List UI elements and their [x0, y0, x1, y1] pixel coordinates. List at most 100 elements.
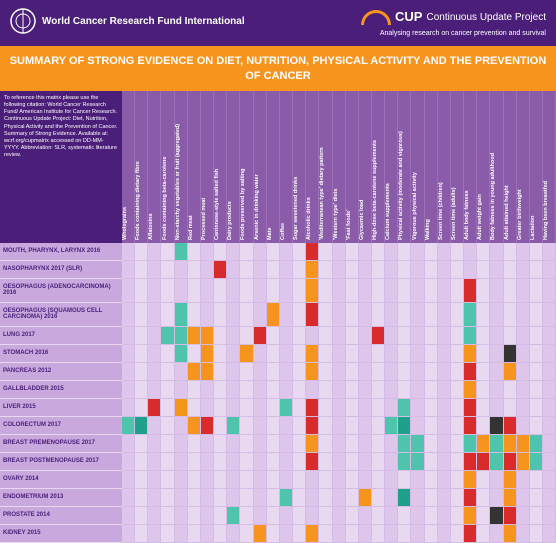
matrix-cell — [135, 327, 148, 344]
matrix-cell — [477, 327, 490, 344]
matrix-cell — [319, 243, 332, 260]
matrix-cell — [214, 435, 227, 452]
matrix-cell — [122, 381, 135, 398]
matrix-cell — [161, 453, 174, 470]
matrix-cell — [333, 345, 346, 362]
column-header-label: Walking — [425, 219, 431, 240]
matrix-cell — [254, 435, 267, 452]
matrix-cell — [451, 381, 464, 398]
matrix-cell — [254, 261, 267, 278]
matrix-cell — [504, 471, 517, 488]
matrix-cell — [385, 453, 398, 470]
matrix-cell — [346, 327, 359, 344]
matrix-cell — [477, 489, 490, 506]
matrix-cell — [175, 279, 188, 302]
matrix-cell — [214, 303, 227, 326]
matrix-cell — [333, 399, 346, 416]
matrix-cell — [333, 435, 346, 452]
column-header-label: Calcium supplements — [385, 183, 391, 240]
matrix-cell — [175, 261, 188, 278]
matrix-cell — [122, 435, 135, 452]
matrix-cell — [372, 261, 385, 278]
matrix-cell — [240, 435, 253, 452]
matrix-cell — [372, 489, 385, 506]
column-header: High-dose beta-carotene supplements — [372, 91, 385, 243]
matrix-cell — [359, 327, 372, 344]
matrix-cell — [148, 261, 161, 278]
matrix-cell — [201, 471, 214, 488]
matrix-cell — [385, 261, 398, 278]
matrix-cell — [385, 471, 398, 488]
column-header: Vigorous physical activity — [411, 91, 424, 243]
matrix-cell — [490, 399, 503, 416]
matrix-cell — [214, 327, 227, 344]
matrix-cell — [254, 381, 267, 398]
matrix-cell — [451, 303, 464, 326]
matrix-cell — [451, 345, 464, 362]
matrix-cell — [293, 327, 306, 344]
matrix-cell — [293, 417, 306, 434]
matrix-cell — [214, 243, 227, 260]
matrix-cell — [385, 507, 398, 524]
matrix-cell — [530, 363, 543, 380]
grid-area: WholegrainsFoods containing dietary fibr… — [122, 91, 556, 543]
matrix-cell — [148, 363, 161, 380]
matrix-cell — [372, 417, 385, 434]
matrix-cell — [175, 399, 188, 416]
column-header: Screen time (adults) — [451, 91, 464, 243]
matrix-cell — [161, 381, 174, 398]
matrix-cell — [175, 453, 188, 470]
matrix-cell — [240, 399, 253, 416]
matrix-cell — [214, 345, 227, 362]
matrix-cell — [240, 489, 253, 506]
matrix-cell — [161, 243, 174, 260]
row-label: PROSTATE 2014 — [0, 507, 122, 525]
matrix-cell — [227, 279, 240, 302]
column-header-label: Non-starchy vegetables or fruit (aggrega… — [175, 124, 181, 240]
matrix-cell — [306, 489, 319, 506]
matrix-cell — [148, 345, 161, 362]
matrix-cell — [359, 363, 372, 380]
matrix-cell — [543, 489, 556, 506]
column-header-label: Foods containing dietary fibre — [135, 161, 141, 240]
matrix-cell — [267, 453, 280, 470]
matrix-cell — [214, 417, 227, 434]
matrix-cell — [359, 489, 372, 506]
matrix-cell — [214, 399, 227, 416]
matrix-cell — [161, 489, 174, 506]
matrix-cell — [477, 243, 490, 260]
matrix-cell — [530, 381, 543, 398]
matrix-cell — [411, 507, 424, 524]
matrix-cell — [267, 363, 280, 380]
column-header: Physical activity (moderate and vigorous… — [398, 91, 411, 243]
matrix-cell — [346, 345, 359, 362]
matrix-cell — [398, 363, 411, 380]
column-header-label: 'Mediterranean type' dietary pattern — [319, 147, 325, 240]
matrix-cell — [359, 507, 372, 524]
matrix-cell — [175, 243, 188, 260]
matrix-cell — [517, 303, 530, 326]
matrix-cell — [385, 279, 398, 302]
column-header-label: Glycaemic load — [359, 200, 365, 240]
matrix-cell — [319, 363, 332, 380]
matrix-cell — [148, 489, 161, 506]
matrix-cell — [346, 399, 359, 416]
matrix-cell — [490, 417, 503, 434]
matrix-cell — [438, 279, 451, 302]
matrix-cell — [451, 471, 464, 488]
matrix-cell — [385, 525, 398, 542]
matrix-cell — [543, 261, 556, 278]
matrix-cell — [543, 399, 556, 416]
matrix-cell — [293, 279, 306, 302]
matrix-cell — [477, 471, 490, 488]
column-header-label: Foods preserved by salting — [240, 168, 246, 240]
matrix-cell — [411, 279, 424, 302]
matrix-cell — [188, 363, 201, 380]
matrix-cell — [333, 363, 346, 380]
column-header-label: 'Fast foods' — [346, 210, 352, 240]
matrix-cell — [161, 435, 174, 452]
column-header-label: Body fatness in young adulthood — [490, 153, 496, 240]
matrix-cell — [306, 417, 319, 434]
matrix-cell — [543, 453, 556, 470]
matrix-cell — [411, 381, 424, 398]
